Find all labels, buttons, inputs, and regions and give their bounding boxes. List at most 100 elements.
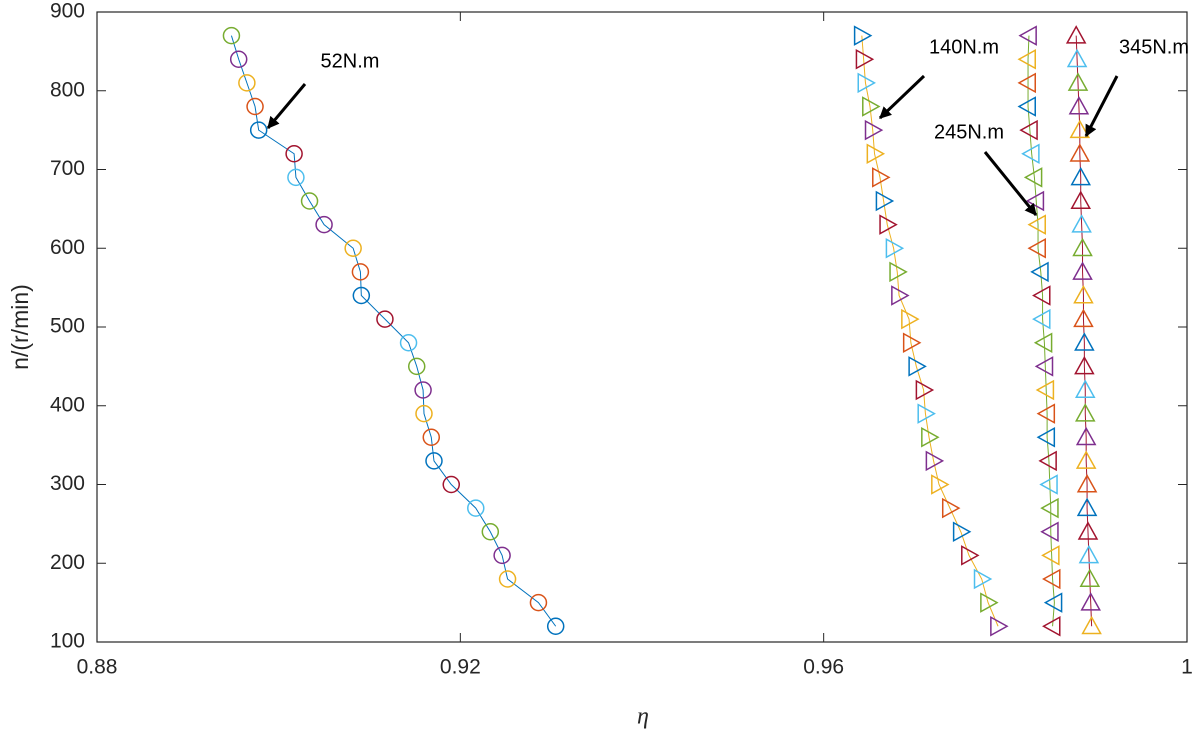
marker — [1032, 285, 1051, 306]
marker — [872, 167, 891, 188]
marker — [855, 48, 875, 70]
marker — [1079, 568, 1101, 587]
marker — [422, 428, 441, 446]
marker — [1034, 356, 1054, 377]
marker — [1074, 403, 1096, 422]
marker — [980, 592, 999, 613]
series-line — [230, 35, 557, 627]
marker — [853, 25, 873, 46]
annotation: 140N.m — [929, 36, 999, 58]
annotation-arrow — [266, 83, 307, 129]
marker — [1035, 379, 1055, 401]
marker — [442, 475, 460, 494]
marker — [941, 497, 961, 519]
annotation: 52N.m — [321, 50, 380, 72]
y-tick-label: 100 — [50, 630, 85, 653]
marker — [300, 192, 319, 210]
marker — [529, 593, 548, 612]
marker — [376, 310, 394, 328]
y-tick-label: 700 — [50, 157, 85, 180]
marker — [1033, 332, 1053, 354]
marker — [1071, 214, 1092, 233]
marker — [889, 261, 908, 283]
marker — [1076, 497, 1098, 517]
x-tick-label: 1 — [1181, 656, 1193, 679]
marker — [1042, 615, 1061, 637]
marker — [1032, 308, 1051, 330]
marker — [902, 332, 922, 354]
marker — [921, 426, 940, 448]
y-tick-label: 800 — [50, 78, 85, 101]
marker — [875, 190, 895, 212]
marker — [249, 121, 268, 139]
marker — [1072, 237, 1093, 257]
marker — [990, 615, 1009, 637]
marker — [1070, 166, 1091, 186]
annotation: 345N.m — [1119, 36, 1189, 58]
marker — [1038, 450, 1057, 472]
y-tick-label: 200 — [50, 551, 85, 574]
marker — [285, 145, 303, 163]
marker — [546, 617, 565, 635]
series-line — [861, 35, 999, 627]
marker — [1036, 403, 1056, 424]
marker — [1076, 473, 1098, 493]
marker — [1017, 48, 1036, 70]
marker — [961, 545, 980, 566]
marker — [1021, 143, 1040, 165]
marker — [1075, 426, 1097, 446]
marker — [1040, 521, 1059, 543]
marker — [1073, 308, 1094, 328]
marker — [952, 521, 972, 543]
annotation: 245N.m — [934, 121, 1004, 143]
marker — [1065, 25, 1087, 44]
marker — [1074, 379, 1096, 398]
marker — [287, 168, 305, 187]
marker — [407, 357, 426, 376]
marker — [1081, 615, 1102, 635]
marker — [917, 403, 936, 424]
x-tick-label: 0.88 — [77, 656, 118, 679]
marker — [1069, 143, 1091, 162]
marker — [973, 568, 993, 590]
marker — [1040, 497, 1059, 519]
marker — [493, 546, 511, 565]
marker — [1023, 167, 1043, 188]
marker — [1019, 119, 1038, 141]
marker — [1074, 355, 1095, 375]
x-tick-label: 0.92 — [440, 656, 481, 679]
marker — [1043, 592, 1063, 613]
marker — [1041, 545, 1060, 566]
marker — [399, 334, 418, 352]
marker — [1072, 261, 1093, 280]
marker — [1039, 474, 1058, 495]
marker — [315, 215, 333, 234]
marker — [1074, 332, 1095, 351]
marker — [1068, 95, 1090, 115]
marker — [467, 499, 485, 517]
marker — [885, 237, 905, 259]
marker — [352, 286, 371, 305]
marker — [901, 308, 920, 330]
marker — [925, 450, 945, 472]
series-line — [1075, 35, 1093, 627]
marker — [1030, 261, 1049, 283]
y-tick-label: 400 — [50, 393, 85, 416]
marker — [1027, 214, 1046, 235]
marker — [1018, 25, 1037, 46]
marker — [1017, 72, 1036, 94]
marker — [481, 523, 500, 541]
marker — [915, 379, 935, 401]
marker — [222, 26, 241, 45]
marker — [238, 74, 256, 92]
marker — [1036, 426, 1056, 448]
annotation-arrow — [878, 74, 926, 120]
x-tick-label: 0.96 — [803, 656, 844, 679]
marker — [879, 214, 898, 235]
y-tick-label: 600 — [50, 236, 85, 259]
annotation-arrow — [1084, 75, 1119, 138]
marker — [1069, 119, 1091, 139]
marker — [1073, 284, 1094, 304]
